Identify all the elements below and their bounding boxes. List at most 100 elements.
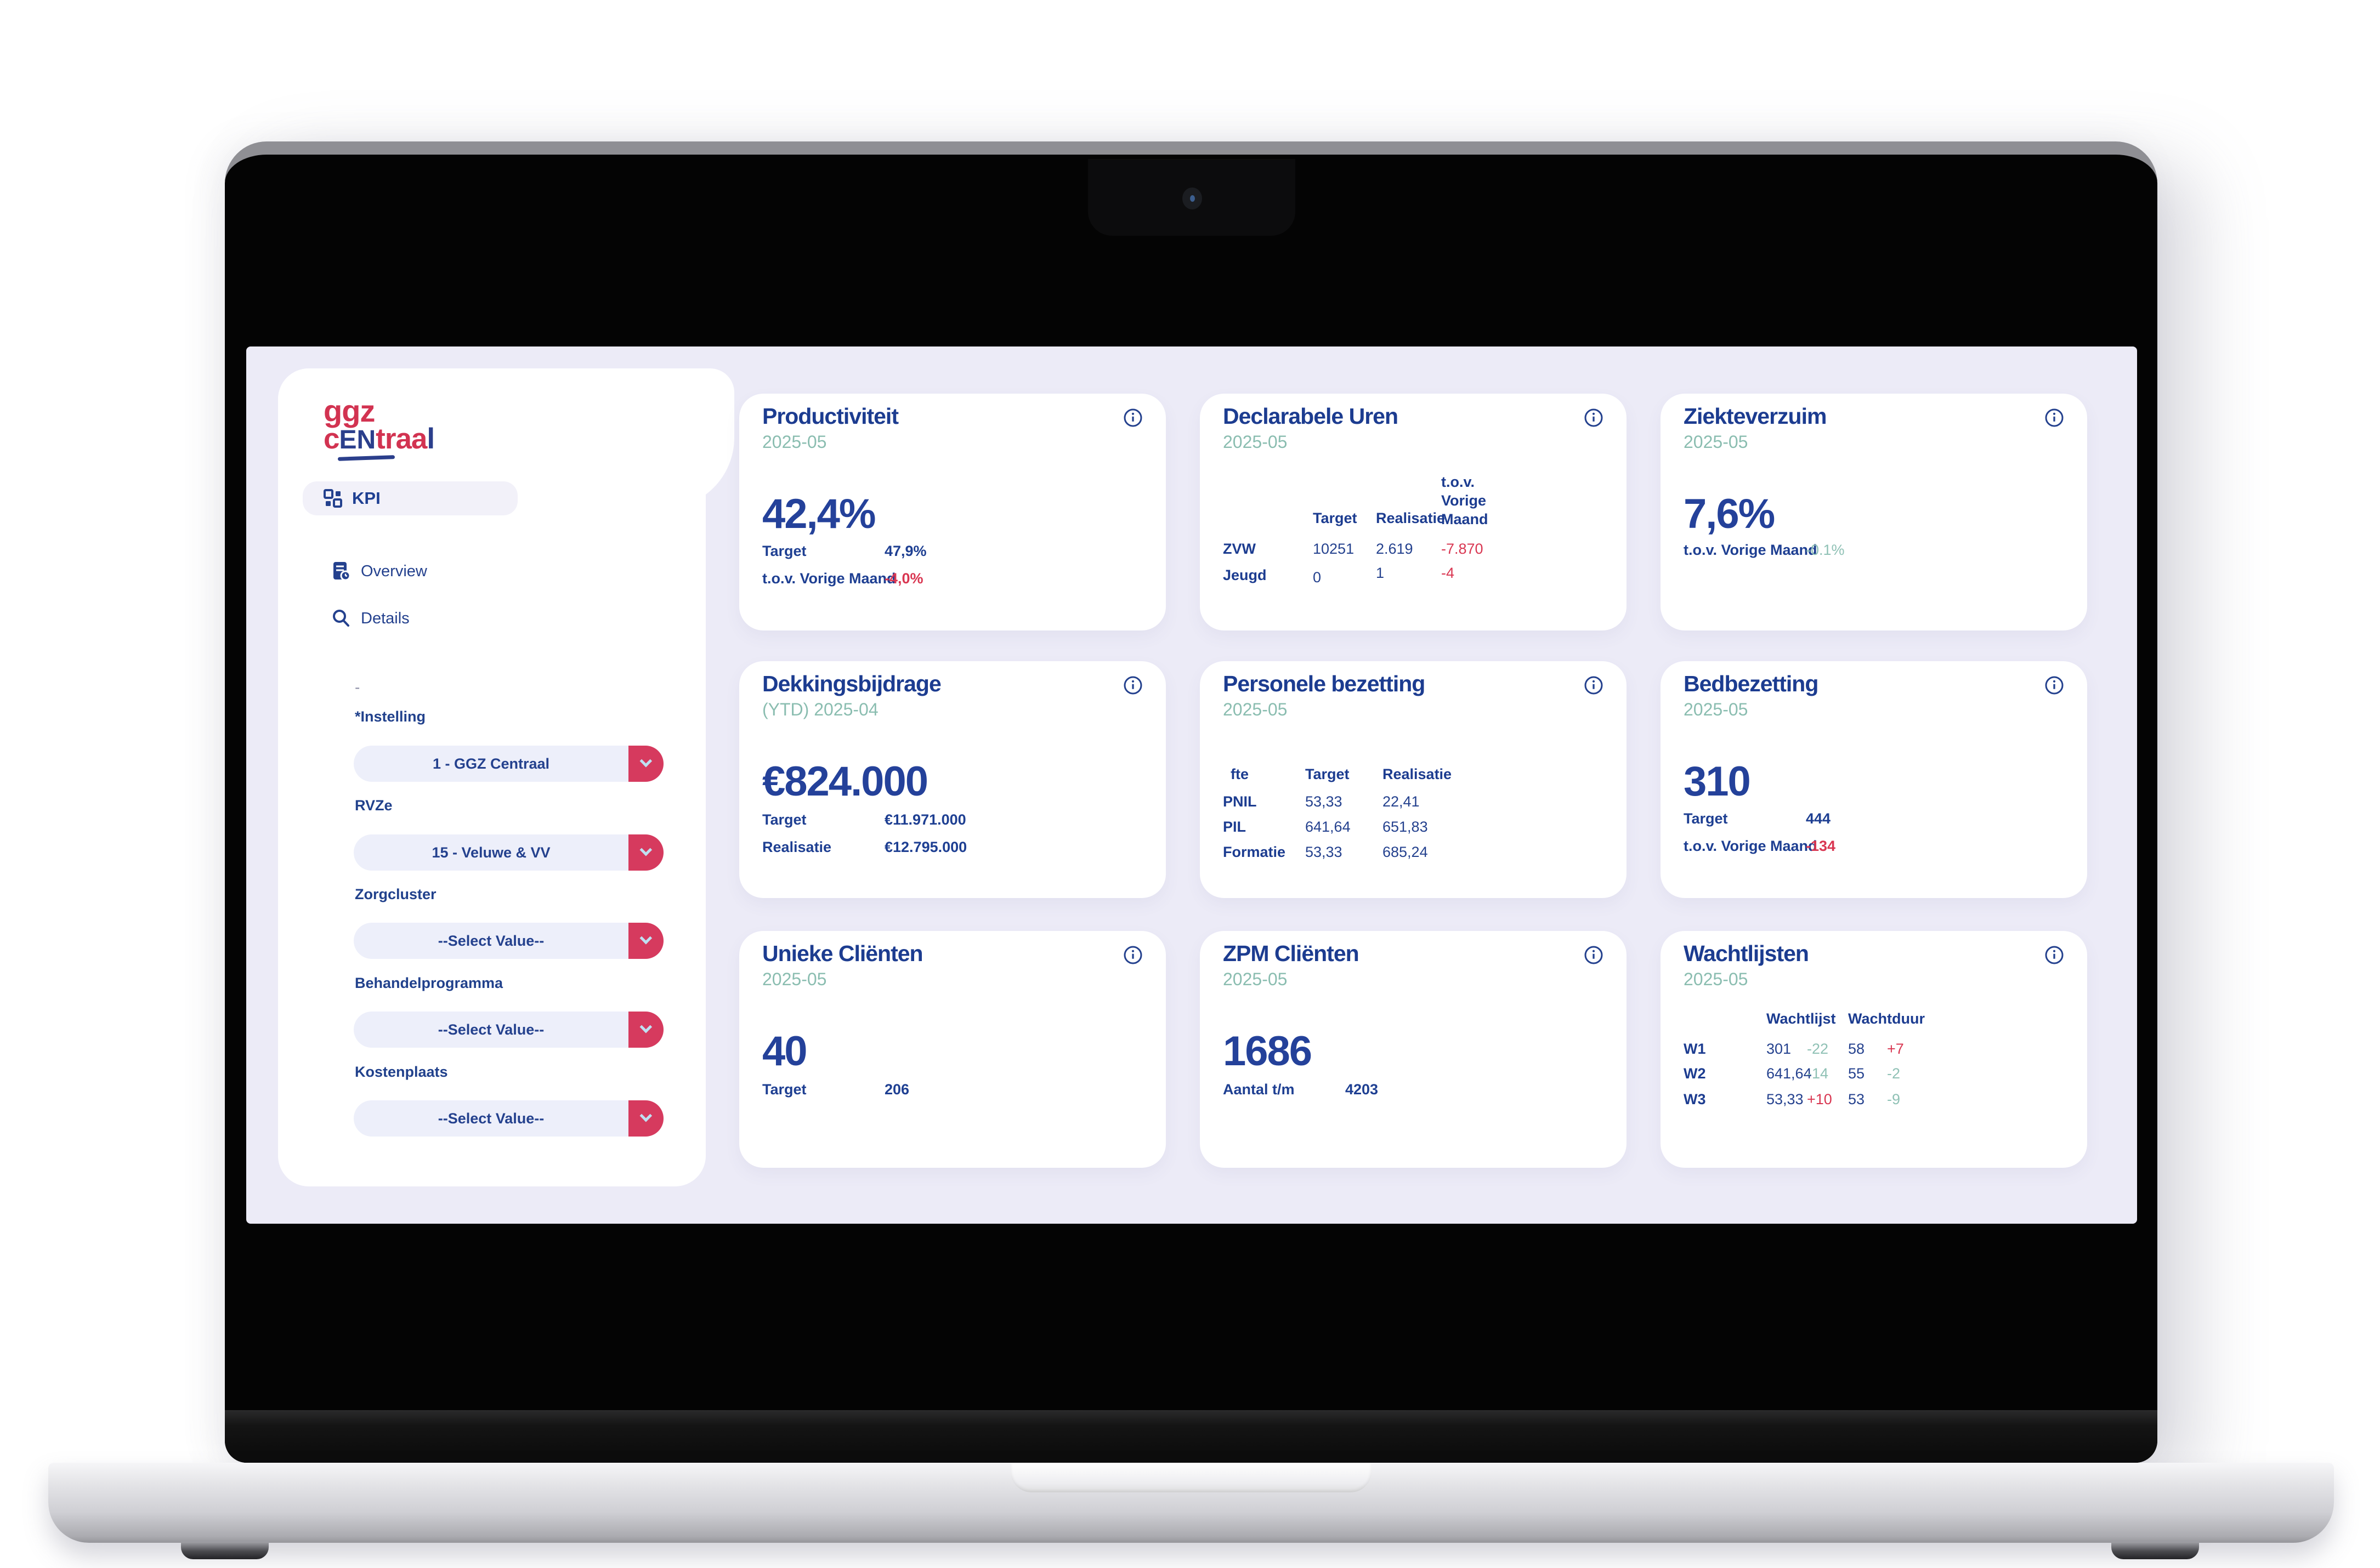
kpi-value: 310 bbox=[1684, 758, 1751, 805]
laptop-foot bbox=[181, 1542, 269, 1559]
selected-value: 15 - Veluwe & VV bbox=[432, 844, 551, 861]
dropdown-cap bbox=[628, 1012, 664, 1048]
col-header: Realisatie bbox=[1376, 510, 1446, 526]
stat-row: t.o.v. Vorige Maand -4,0% bbox=[762, 570, 923, 587]
logo-line2: cENtraal bbox=[324, 424, 435, 461]
stat-row: Target €11.971.000 bbox=[762, 811, 966, 828]
row-label: Formatie bbox=[1223, 844, 1286, 860]
col-header: Wachtlijst bbox=[1766, 1010, 1836, 1027]
card-period: 2025-05 bbox=[1223, 432, 1288, 452]
chevron-down-icon bbox=[639, 754, 653, 768]
card-title: Ziekteverzuim bbox=[1684, 404, 1827, 429]
dropdown-cap bbox=[628, 746, 664, 782]
kpi-value: 1686 bbox=[1223, 1028, 1312, 1075]
card-period: 2025-05 bbox=[1684, 969, 1748, 989]
kpi-value: 42,4% bbox=[762, 491, 876, 537]
sidebar-item-label: Overview bbox=[361, 562, 427, 580]
card-title: Personele bezetting bbox=[1223, 671, 1425, 696]
card-period: 2025-05 bbox=[1223, 969, 1288, 989]
stat-row: Aantal t/m 4203 bbox=[1223, 1081, 1379, 1098]
card-title: ZPM Cliënten bbox=[1223, 941, 1359, 966]
selected-value: --Select Value-- bbox=[438, 933, 545, 949]
selected-value: --Select Value-- bbox=[438, 1021, 545, 1038]
row-label: Jeugd bbox=[1223, 567, 1267, 583]
instelling-select[interactable]: 1 - GGZ Centraal bbox=[354, 746, 664, 782]
dashboard-grid-icon bbox=[324, 489, 342, 508]
camera-notch bbox=[1088, 159, 1295, 236]
laptop-foot bbox=[2111, 1542, 2199, 1559]
ggz-centraal-logo: ggz cENtraal bbox=[324, 394, 435, 461]
info-icon[interactable] bbox=[2044, 408, 2064, 428]
card-title: Dekkingsbijdrage bbox=[762, 671, 942, 696]
filter-label-kostenplaats: Kostenplaats bbox=[355, 1064, 448, 1080]
kpi-value: 7,6% bbox=[1684, 491, 1775, 537]
sidebar: ggz cENtraal KPI bbox=[278, 368, 706, 1186]
card-ziekteverzuim: Ziekteverzuim 2025-05 7,6% t.o.v. Vorige… bbox=[1661, 394, 2087, 630]
row-label: W2 bbox=[1684, 1065, 1706, 1082]
logo-line1: ggz bbox=[324, 394, 375, 428]
info-icon[interactable] bbox=[1123, 408, 1143, 428]
dropdown-cap bbox=[628, 834, 664, 871]
col-header: t.o.v. Vorige Maand bbox=[1441, 474, 1488, 527]
rvze-select[interactable]: 15 - Veluwe & VV bbox=[354, 834, 664, 871]
info-icon[interactable] bbox=[1123, 675, 1143, 695]
row-label: W1 bbox=[1684, 1041, 1706, 1057]
sidebar-item-label: KPI bbox=[352, 488, 381, 508]
info-icon[interactable] bbox=[1584, 945, 1603, 965]
stat-row: Target 206 bbox=[762, 1081, 910, 1098]
logo-underline bbox=[337, 455, 395, 461]
dropdown-cap bbox=[628, 923, 664, 959]
card-wachtlijsten: Wachtlijsten 2025-05 Wachtlijst Wachtduu… bbox=[1661, 931, 2087, 1168]
card-dekkingsbijdrage: Dekkingsbijdrage (YTD) 2025-04 €824.000 … bbox=[739, 661, 1166, 898]
stat-row: t.o.v. Vorige Maand -134 bbox=[1684, 838, 1836, 854]
kpi-value: €824.000 bbox=[762, 758, 928, 805]
stat-row: Target 47,9% bbox=[762, 543, 927, 559]
behandelprogramma-select[interactable]: --Select Value-- bbox=[354, 1012, 664, 1048]
card-title: Wachtlijsten bbox=[1684, 941, 1809, 966]
col-header: Target bbox=[1313, 510, 1357, 526]
stat-row: t.o.v. Vorige Maand -0.1% bbox=[1684, 542, 1845, 558]
card-period: 2025-05 bbox=[1684, 700, 1748, 719]
dropdown-cap bbox=[628, 1100, 664, 1137]
filter-label-instelling: *Instelling bbox=[355, 708, 426, 725]
info-icon[interactable] bbox=[1123, 945, 1143, 965]
sidebar-item-label: Details bbox=[361, 609, 410, 627]
stat-row: Realisatie €12.795.000 bbox=[762, 839, 967, 855]
bezel-chin bbox=[225, 1410, 2157, 1463]
sidebar-item-overview[interactable]: Overview bbox=[330, 560, 427, 582]
lid-opening-notch bbox=[1011, 1463, 1372, 1492]
info-icon[interactable] bbox=[1584, 675, 1603, 695]
info-icon[interactable] bbox=[1584, 408, 1603, 428]
card-period: 2025-05 bbox=[1223, 700, 1288, 719]
col-header: Realisatie bbox=[1382, 766, 1452, 782]
card-period: 2025-05 bbox=[1684, 432, 1748, 452]
info-icon[interactable] bbox=[2044, 945, 2064, 965]
row-label: ZVW bbox=[1223, 541, 1256, 557]
filter-label-zorgcluster: Zorgcluster bbox=[355, 886, 437, 902]
card-period: 2025-05 bbox=[762, 432, 827, 452]
card-declarabele-uren: Declarabele Uren 2025-05 Target Realisat… bbox=[1200, 394, 1627, 630]
kostenplaats-select[interactable]: --Select Value-- bbox=[354, 1100, 664, 1137]
chevron-down-icon bbox=[639, 843, 653, 856]
row-label: PNIL bbox=[1223, 793, 1257, 810]
dashboard-screen: ggz cENtraal KPI bbox=[246, 346, 2137, 1224]
card-bedbezetting: Bedbezetting 2025-05 310 Target 444 t.o.… bbox=[1661, 661, 2087, 898]
filter-label-rvze: RVZe bbox=[355, 797, 393, 814]
selected-value: --Select Value-- bbox=[438, 1110, 545, 1127]
search-icon bbox=[333, 610, 349, 627]
kpi-value: 40 bbox=[762, 1028, 808, 1075]
zorgcluster-select[interactable]: --Select Value-- bbox=[354, 923, 664, 959]
laptop-bezel: ggz cENtraal KPI bbox=[225, 141, 2157, 1463]
card-title: Unieke Cliënten bbox=[762, 941, 923, 966]
info-icon[interactable] bbox=[2044, 675, 2064, 695]
col-header: Target bbox=[1305, 766, 1350, 782]
chevron-down-icon bbox=[639, 931, 653, 945]
chevron-down-icon bbox=[639, 1109, 653, 1122]
selected-value: 1 - GGZ Centraal bbox=[432, 755, 550, 772]
card-title: Bedbezetting bbox=[1684, 671, 1818, 696]
sidebar-item-details[interactable]: Details bbox=[330, 607, 410, 629]
webcam-icon bbox=[1182, 188, 1202, 209]
sidebar-item-kpi[interactable]: KPI bbox=[303, 481, 518, 515]
col-header: fte bbox=[1231, 766, 1249, 782]
